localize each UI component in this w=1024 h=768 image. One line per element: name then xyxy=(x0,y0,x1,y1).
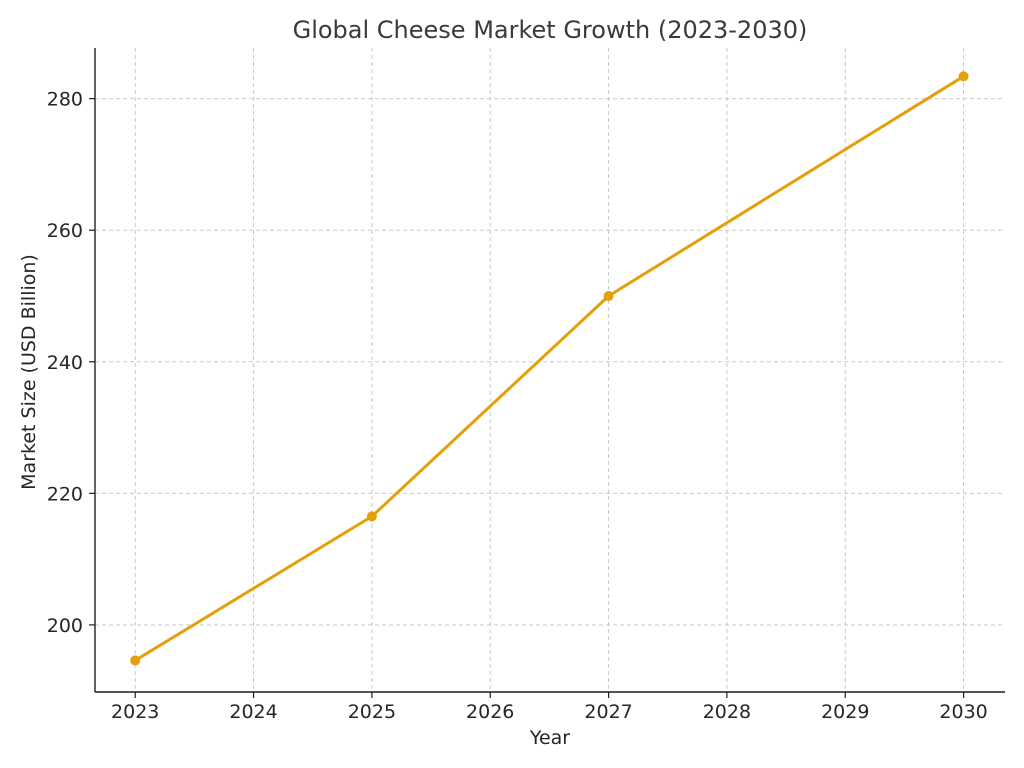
x-axis-label: Year xyxy=(529,727,570,749)
y-axis-label: Market Size (USD Billion) xyxy=(18,254,40,490)
x-tick-label: 2023 xyxy=(111,701,159,723)
x-tick-label: 2030 xyxy=(939,701,987,723)
y-tick-label: 220 xyxy=(47,483,83,505)
x-tick-label: 2027 xyxy=(584,701,632,723)
series-layer xyxy=(130,71,969,666)
axes-layer xyxy=(94,48,1005,693)
series-line xyxy=(133,74,966,662)
x-tick-label: 2024 xyxy=(229,701,277,723)
x-tick-label: 2025 xyxy=(348,701,396,723)
chart-title: Global Cheese Market Growth (2023-2030) xyxy=(293,16,808,44)
x-tick-label: 2029 xyxy=(821,701,869,723)
data-point xyxy=(958,71,969,82)
y-tick-label: 240 xyxy=(47,352,83,374)
data-point xyxy=(130,655,141,666)
x-tick-label: 2028 xyxy=(703,701,751,723)
y-tick-label: 280 xyxy=(47,89,83,111)
y-tick-label: 200 xyxy=(47,615,83,637)
data-point xyxy=(366,511,377,522)
data-point xyxy=(603,290,614,301)
grid-layer xyxy=(95,48,1005,692)
x-tick-label: 2026 xyxy=(466,701,514,723)
y-tick-label: 260 xyxy=(47,220,83,242)
ticks-layer: 2023 2024 2025 2026 2027 2028 2029 2030 200 220 24… xyxy=(47,89,988,723)
